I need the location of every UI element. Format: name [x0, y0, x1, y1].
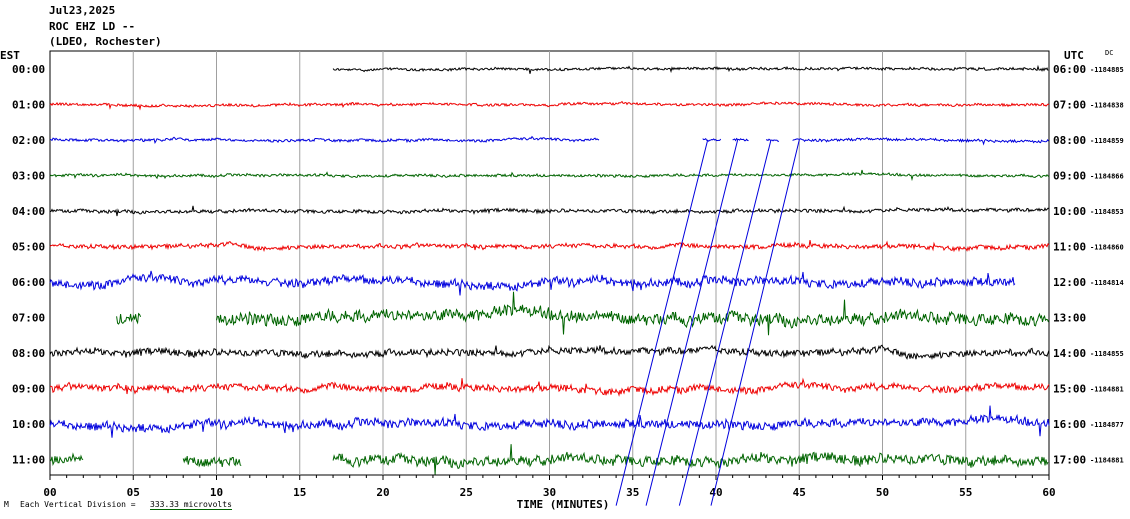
- x-tick-label: 15: [293, 486, 306, 499]
- network-label: (LDEO, Rochester): [49, 35, 162, 48]
- dc-offset-label: -1184877: [1090, 421, 1124, 429]
- seismic-trace: [792, 137, 1049, 146]
- x-tick-label: 25: [460, 486, 473, 499]
- est-time-label: 09:00: [12, 383, 45, 396]
- dc-offset-label: -1184881: [1090, 457, 1124, 465]
- seismic-trace: [732, 137, 749, 142]
- x-tick-label: 30: [543, 486, 556, 499]
- x-tick-label: 20: [376, 486, 389, 499]
- x-tick-label: 05: [127, 486, 140, 499]
- seismic-trace: [216, 291, 1049, 336]
- est-axis-label: EST: [0, 49, 20, 62]
- station-label: ROC EHZ LD --: [49, 20, 136, 33]
- seismic-trace: [49, 169, 1050, 182]
- event-marker-line: [645, 139, 739, 506]
- seismic-trace: [702, 137, 722, 142]
- est-time-label: 02:00: [12, 134, 45, 147]
- event-marker-line: [615, 139, 709, 506]
- x-tick-label: 55: [959, 486, 972, 499]
- seismic-trace: [182, 455, 242, 468]
- seismic-trace: [332, 64, 1049, 74]
- x-tick-label: 45: [793, 486, 806, 499]
- dc-label: DC: [1105, 49, 1114, 57]
- dc-offset-label: -1184838: [1090, 102, 1124, 110]
- seismic-trace: [49, 100, 1050, 111]
- utc-time-label: 17:00: [1053, 454, 1086, 467]
- utc-time-label: 13:00: [1053, 312, 1086, 325]
- dc-offset-label: -1184853: [1090, 208, 1124, 216]
- event-marker-line: [678, 139, 772, 506]
- x-tick-label: 40: [709, 486, 722, 499]
- est-time-label: 01:00: [12, 99, 45, 112]
- seismic-trace: [49, 270, 1016, 296]
- est-time-label: 11:00: [12, 454, 45, 467]
- seismic-trace: [49, 377, 1050, 397]
- scale-value: 333.33 microvolts: [150, 500, 232, 510]
- est-time-label: 07:00: [12, 312, 45, 325]
- utc-time-label: 08:00: [1053, 134, 1086, 147]
- event-marker-line: [710, 139, 800, 506]
- utc-time-label: 10:00: [1053, 205, 1086, 218]
- seismic-trace: [49, 344, 1050, 360]
- x-axis-label: TIME (MINUTES): [517, 498, 610, 511]
- utc-time-label: 11:00: [1053, 241, 1086, 254]
- est-time-label: 00:00: [12, 63, 45, 76]
- dc-offset-label: -1184866: [1090, 173, 1124, 181]
- utc-axis-label: UTC: [1064, 49, 1084, 62]
- utc-time-label: 14:00: [1053, 347, 1086, 360]
- est-time-label: 05:00: [12, 241, 45, 254]
- dc-offset-label: -1184859: [1090, 137, 1124, 145]
- utc-time-label: 12:00: [1053, 276, 1086, 289]
- x-tick-label: 60: [1042, 486, 1055, 499]
- est-time-label: 10:00: [12, 418, 45, 431]
- x-tick-label: 35: [626, 486, 639, 499]
- scale-label: Each Vertical Division =: [20, 500, 136, 509]
- utc-time-label: 06:00: [1053, 63, 1086, 76]
- dc-offset-label: -1184814: [1090, 279, 1124, 287]
- utc-time-label: 09:00: [1053, 170, 1086, 183]
- seismic-trace: [49, 405, 1050, 438]
- utc-time-label: 15:00: [1053, 383, 1086, 396]
- x-tick-label: 10: [210, 486, 223, 499]
- est-time-label: 04:00: [12, 205, 45, 218]
- seismic-trace: [332, 444, 1049, 475]
- seismic-trace: [49, 135, 600, 144]
- est-time-label: 06:00: [12, 276, 45, 289]
- utc-time-label: 07:00: [1053, 99, 1086, 112]
- seismic-trace: [49, 240, 1050, 253]
- seismic-trace: [116, 312, 142, 325]
- seismic-trace: [765, 138, 780, 142]
- dc-offset-label: -1184860: [1090, 244, 1124, 252]
- utc-time-label: 16:00: [1053, 418, 1086, 431]
- est-time-label: 03:00: [12, 170, 45, 183]
- date-label: Jul23,2025: [49, 4, 116, 17]
- dc-offset-label: -1184881: [1090, 386, 1124, 394]
- x-tick-label: 00: [43, 486, 56, 499]
- seismic-trace: [49, 205, 1050, 217]
- footer-marker: M: [4, 500, 9, 509]
- seismic-trace: [49, 452, 84, 466]
- est-time-label: 08:00: [12, 347, 45, 360]
- x-tick-label: 50: [876, 486, 889, 499]
- dc-offset-label: -1184855: [1090, 350, 1124, 358]
- dc-offset-label: -1184885: [1090, 66, 1124, 74]
